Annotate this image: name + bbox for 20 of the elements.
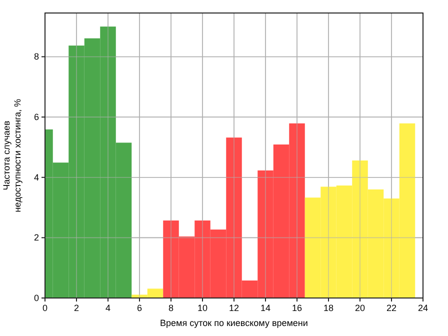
x-tick-label: 24	[418, 303, 428, 313]
x-tick-label: 0	[42, 303, 48, 313]
y-tick-label: 4	[34, 172, 39, 182]
x-tick-label: 16	[292, 303, 302, 313]
x-tick-label: 22	[386, 303, 397, 313]
x-tick-label: 6	[136, 303, 142, 313]
y-axis-title: Частота случаев недоступности хостинга, %	[2, 98, 22, 212]
y-tick-label: 6	[34, 112, 39, 122]
x-tick-label: 20	[354, 303, 366, 313]
x-tick-label: 10	[197, 303, 208, 313]
x-tick-label: 2	[74, 303, 80, 313]
x-tick-label: 8	[168, 303, 174, 313]
y-tick-label: 8	[34, 52, 39, 62]
y-tick-label: 0	[34, 293, 39, 303]
y-tick-label: 2	[34, 232, 39, 243]
x-tick-label: 14	[260, 303, 271, 313]
x-tick-label: 4	[105, 303, 111, 313]
x-tick-label: 18	[323, 303, 334, 313]
x-axis-title: Время суток по киевскому времени	[160, 318, 308, 328]
x-tick-label: 12	[228, 303, 240, 313]
